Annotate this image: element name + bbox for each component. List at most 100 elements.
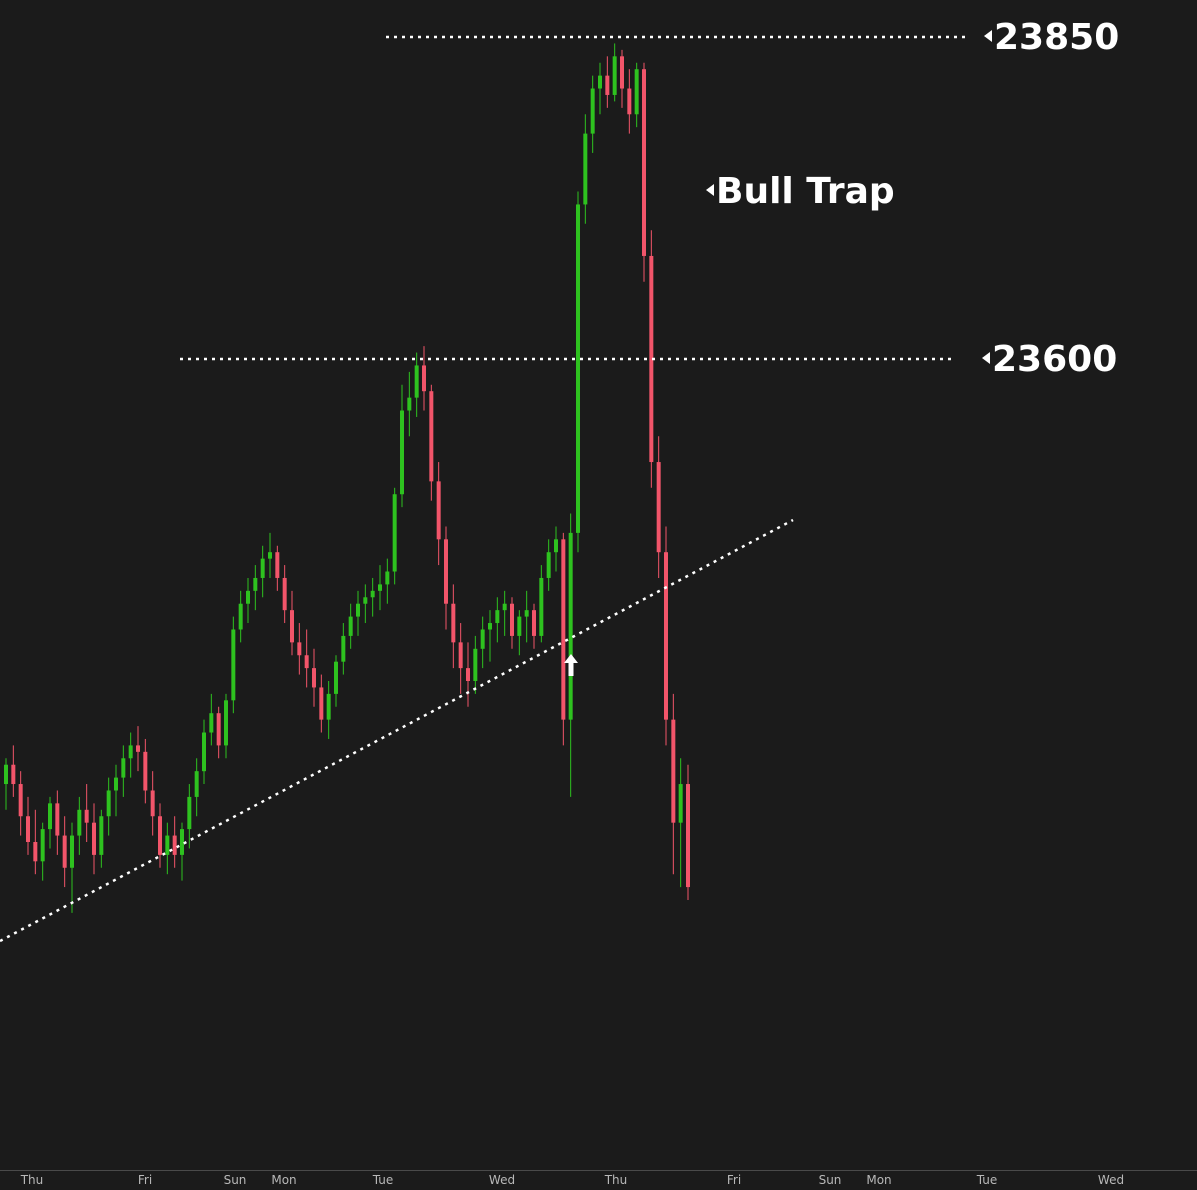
candle-body	[216, 713, 221, 746]
candle-body	[686, 784, 690, 888]
candle-body	[312, 668, 316, 688]
candle-body	[136, 745, 140, 752]
candle-body	[671, 719, 676, 823]
candle-body	[48, 803, 52, 830]
candle-body	[436, 481, 441, 540]
x-tick-label: Tue	[372, 1173, 394, 1187]
candle-body	[378, 584, 382, 591]
x-tick-label: Fri	[137, 1173, 153, 1187]
candle-body	[319, 687, 324, 720]
candle-body	[194, 771, 199, 797]
candle-body	[180, 829, 184, 855]
candle-body	[158, 816, 162, 855]
candle-body	[260, 558, 265, 578]
x-axis: Thu Fri Sun Mon Tue Wed Thu Fri Sun Mon …	[0, 1170, 1197, 1190]
candle-body	[429, 391, 434, 482]
candle-body	[422, 365, 426, 392]
candle-body	[407, 397, 412, 411]
candle-body	[99, 816, 104, 855]
candle-body	[678, 784, 683, 823]
candle-body	[26, 816, 30, 842]
pointer-icon	[706, 184, 714, 196]
candle-body	[590, 88, 595, 134]
candle-body	[612, 56, 617, 95]
candle-body	[334, 661, 338, 694]
candle-body	[231, 629, 236, 701]
candle-body	[165, 835, 170, 855]
x-tick-label: Sun	[818, 1173, 842, 1187]
candle-body	[128, 745, 133, 759]
candle-body	[568, 532, 573, 720]
candle-body	[495, 610, 500, 624]
candle-body	[451, 603, 456, 643]
x-tick-label: Tue	[976, 1173, 998, 1187]
x-tick-label: Wed	[488, 1173, 516, 1187]
candle-body	[634, 69, 639, 115]
candle-body	[224, 700, 228, 746]
candles-group	[4, 43, 690, 913]
candle-body	[444, 539, 448, 604]
candle-body	[106, 790, 111, 817]
candle-body	[561, 539, 566, 720]
candle-body	[202, 732, 206, 772]
candle-body	[187, 796, 192, 830]
level-label-23600: 23600	[982, 342, 1117, 378]
pointer-icon	[982, 352, 990, 364]
candle-body	[326, 693, 331, 720]
candle-body	[290, 610, 294, 643]
x-tick-label: Wed	[1097, 1173, 1125, 1187]
candle-body	[341, 635, 346, 662]
candle-body	[488, 623, 492, 630]
candle-body	[238, 603, 243, 630]
annotation-bull-trap: Bull Trap	[706, 174, 895, 210]
candle-body	[473, 648, 478, 681]
candle-body	[253, 577, 258, 591]
annotation-text: Bull Trap	[716, 171, 895, 212]
candle-body	[620, 56, 624, 89]
candle-body	[18, 784, 23, 817]
candle-body	[282, 577, 287, 611]
candle-body	[392, 494, 397, 572]
candle-body	[546, 552, 551, 578]
candle-body	[480, 629, 485, 649]
candle-body	[466, 668, 470, 681]
candle-body	[268, 552, 272, 559]
candle-body	[348, 616, 353, 636]
x-tick-label: Thu	[604, 1173, 628, 1187]
candle-body	[297, 642, 302, 656]
candle-body	[40, 829, 45, 862]
level-value: 23600	[992, 339, 1118, 380]
candle-body	[304, 655, 309, 669]
x-tick-label: Fri	[726, 1173, 742, 1187]
candle-body	[605, 75, 610, 95]
candle-body	[150, 790, 155, 817]
candle-body	[11, 764, 16, 785]
candle-body	[517, 616, 522, 636]
candle-body	[539, 577, 544, 636]
x-tick-label: Thu	[20, 1173, 44, 1187]
level-label-23850: 23850	[984, 20, 1119, 56]
candle-body	[172, 835, 177, 855]
candle-body	[583, 133, 588, 205]
candle-body	[92, 822, 96, 855]
candle-body	[524, 610, 529, 617]
candle-body	[55, 803, 60, 836]
candle-body	[209, 713, 214, 733]
candle-body	[143, 751, 148, 791]
candle-body	[502, 603, 507, 611]
trendline	[0, 518, 794, 943]
candle-body	[414, 365, 419, 398]
candle-body	[275, 552, 280, 578]
pointer-icon	[984, 30, 992, 42]
candle-body	[62, 835, 67, 868]
candle-body	[627, 88, 632, 115]
candle-body	[598, 75, 602, 89]
candle-body	[121, 758, 126, 778]
candle-body	[77, 809, 82, 836]
candle-body	[510, 603, 514, 636]
candle-body	[4, 764, 8, 785]
candle-body	[356, 603, 360, 617]
candle-body	[84, 809, 89, 823]
